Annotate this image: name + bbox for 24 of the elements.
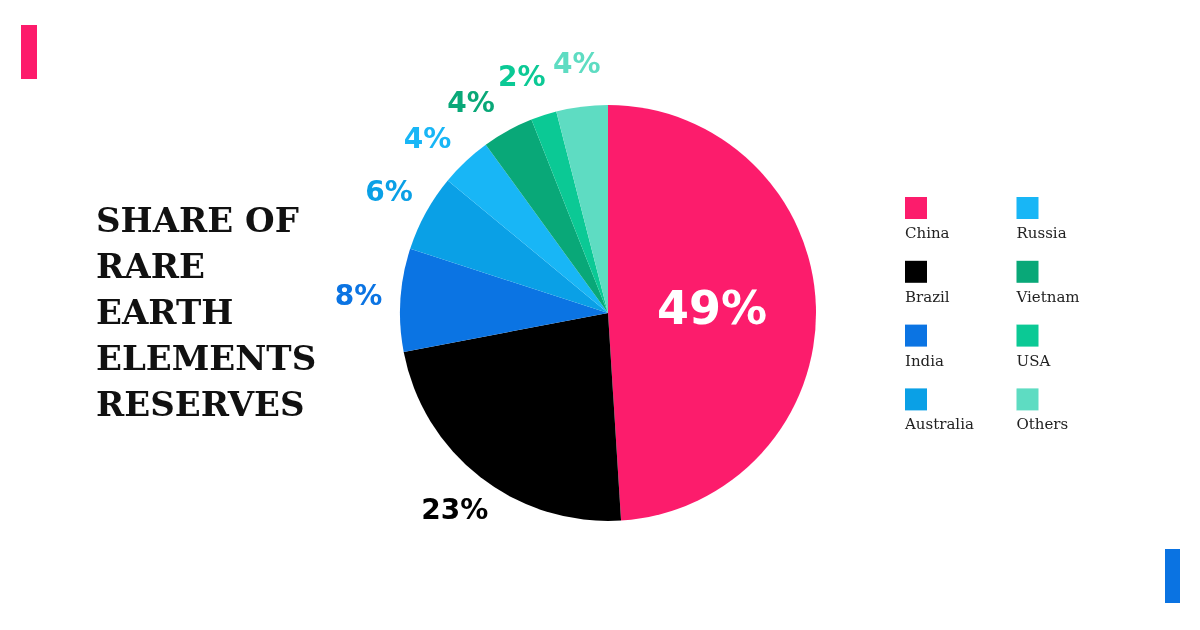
data-label: 4% xyxy=(447,85,495,119)
pie-slice xyxy=(485,119,608,313)
pie-slice xyxy=(531,111,608,313)
legend-label: India xyxy=(905,351,944,370)
text: SHARE OF RARE EARTH ELEMENTS RESERVES xyxy=(96,200,317,424)
legend-label: Others xyxy=(1016,415,1069,434)
pie-slice xyxy=(403,313,622,521)
data-label: 2% xyxy=(497,60,546,94)
data-label: 4% xyxy=(403,121,452,155)
pie-slice xyxy=(556,105,608,313)
pie-slice xyxy=(608,105,816,521)
legend-label: USA xyxy=(1016,351,1051,370)
data-label: 6% xyxy=(365,174,413,208)
legend-label: Vietnam xyxy=(1015,287,1080,306)
data-label: 49% xyxy=(656,280,767,335)
legend-label: Russia xyxy=(1016,224,1067,242)
pie-slice xyxy=(400,248,608,352)
data-label: 8% xyxy=(334,279,383,313)
data-label: 4% xyxy=(552,46,601,80)
legend-label: China xyxy=(905,224,950,242)
data-label: 23% xyxy=(421,492,489,526)
legend-label: Australia xyxy=(904,415,974,434)
legend-label: Brazil xyxy=(905,287,950,306)
pie-slice xyxy=(410,180,608,313)
